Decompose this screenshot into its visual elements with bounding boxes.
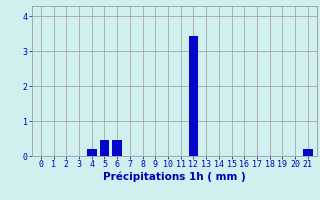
X-axis label: Précipitations 1h ( mm ): Précipitations 1h ( mm ): [103, 172, 246, 182]
Bar: [87, 149, 97, 156]
Bar: [303, 149, 313, 156]
Bar: [189, 36, 198, 156]
Bar: [112, 140, 122, 156]
Bar: [100, 140, 109, 156]
